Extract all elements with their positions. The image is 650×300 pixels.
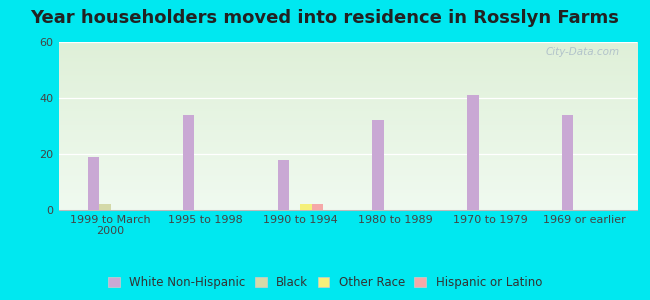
Bar: [300, 204, 312, 210]
Bar: [467, 95, 478, 210]
Bar: [99, 204, 111, 210]
Bar: [88, 157, 99, 210]
Text: City-Data.com: City-Data.com: [545, 47, 619, 57]
Bar: [372, 120, 384, 210]
Text: Year householders moved into residence in Rosslyn Farms: Year householders moved into residence i…: [31, 9, 619, 27]
Bar: [312, 204, 323, 210]
Bar: [183, 115, 194, 210]
Bar: [562, 115, 573, 210]
Legend: White Non-Hispanic, Black, Other Race, Hispanic or Latino: White Non-Hispanic, Black, Other Race, H…: [103, 272, 547, 294]
Bar: [278, 160, 289, 210]
